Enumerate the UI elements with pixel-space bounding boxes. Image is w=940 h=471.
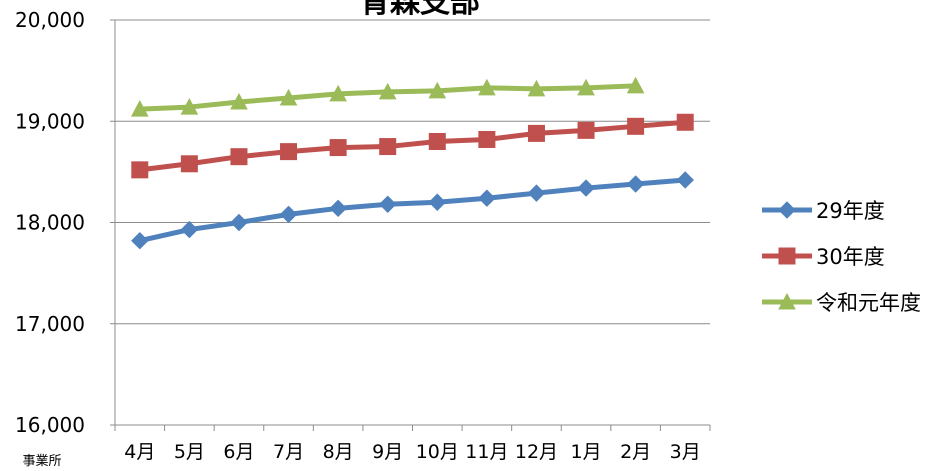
x-tick-label: 7月 bbox=[273, 441, 304, 463]
data-point bbox=[130, 100, 149, 117]
data-point bbox=[378, 82, 397, 100]
data-point bbox=[577, 78, 595, 96]
data-point bbox=[527, 124, 545, 142]
x-tick-label: 11月 bbox=[465, 441, 508, 463]
legend-label: 30年度 bbox=[816, 245, 885, 269]
data-point bbox=[329, 139, 347, 157]
x-tick-label: 5月 bbox=[174, 441, 205, 463]
data-point bbox=[329, 199, 347, 218]
x-tick-label: 4月 bbox=[124, 441, 155, 463]
data-point bbox=[627, 117, 645, 135]
series-lines bbox=[139, 83, 686, 244]
data-point bbox=[626, 175, 645, 193]
data-point bbox=[280, 143, 298, 161]
series-line-1 bbox=[139, 177, 686, 244]
data-point bbox=[131, 232, 149, 250]
data-point bbox=[478, 189, 496, 207]
data-point bbox=[379, 138, 397, 156]
gridlines bbox=[115, 19, 710, 426]
x-tick-label: 10月 bbox=[416, 441, 459, 463]
data-point bbox=[527, 184, 546, 202]
data-point bbox=[626, 76, 645, 94]
data-point bbox=[676, 113, 694, 131]
data-point bbox=[577, 121, 595, 139]
data-point bbox=[676, 171, 694, 189]
legend-marker bbox=[778, 247, 796, 265]
data-point bbox=[478, 78, 496, 96]
series-markers bbox=[130, 76, 694, 250]
data-point bbox=[428, 81, 447, 99]
legend-label: 29年度 bbox=[816, 199, 885, 223]
data-point bbox=[230, 213, 248, 232]
x-tick-labels: 4月 5月 6月 7月 8月 9月 10月 11月 12月 1月 2月 3月 bbox=[124, 441, 701, 463]
y-tick-label: 19,000 bbox=[15, 109, 85, 133]
data-point bbox=[279, 88, 298, 106]
y-tick-label: 17,000 bbox=[15, 312, 85, 336]
data-point bbox=[478, 130, 496, 148]
data-point bbox=[230, 92, 248, 110]
x-tick-label: 3月 bbox=[670, 441, 701, 463]
data-point bbox=[131, 161, 149, 179]
axes bbox=[110, 19, 711, 431]
data-point bbox=[180, 98, 199, 115]
y-tick-labels: 16,000 17,000 18,000 19,000 20,000 bbox=[15, 8, 85, 437]
data-point bbox=[428, 133, 446, 150]
chart-title: 青森支部 bbox=[360, 0, 480, 20]
series-line-2 bbox=[139, 119, 686, 173]
data-point bbox=[379, 195, 397, 213]
data-point bbox=[180, 155, 198, 173]
x-tick-label: 6月 bbox=[223, 441, 254, 463]
y-tick-label: 20,000 bbox=[15, 8, 85, 32]
x-tick-label: 2月 bbox=[620, 441, 651, 463]
data-point bbox=[527, 79, 546, 97]
data-point bbox=[180, 220, 199, 239]
x-tick-label: 1月 bbox=[570, 441, 601, 463]
x-tick-label: 9月 bbox=[372, 441, 403, 463]
y-tick-label: 16,000 bbox=[15, 413, 85, 437]
legend-label: 令和元年度 bbox=[816, 291, 921, 315]
data-point bbox=[428, 193, 446, 211]
data-point bbox=[329, 84, 347, 102]
legend-marker bbox=[778, 292, 796, 310]
y-tick-label: 18,000 bbox=[15, 211, 85, 235]
x-tick-label: 8月 bbox=[323, 441, 354, 463]
data-point bbox=[230, 148, 248, 166]
legend-marker bbox=[778, 201, 796, 219]
x-tick-label: 12月 bbox=[515, 441, 558, 463]
data-point bbox=[577, 179, 595, 197]
y-axis-label: 事業所 bbox=[22, 453, 61, 469]
data-point bbox=[279, 205, 298, 224]
